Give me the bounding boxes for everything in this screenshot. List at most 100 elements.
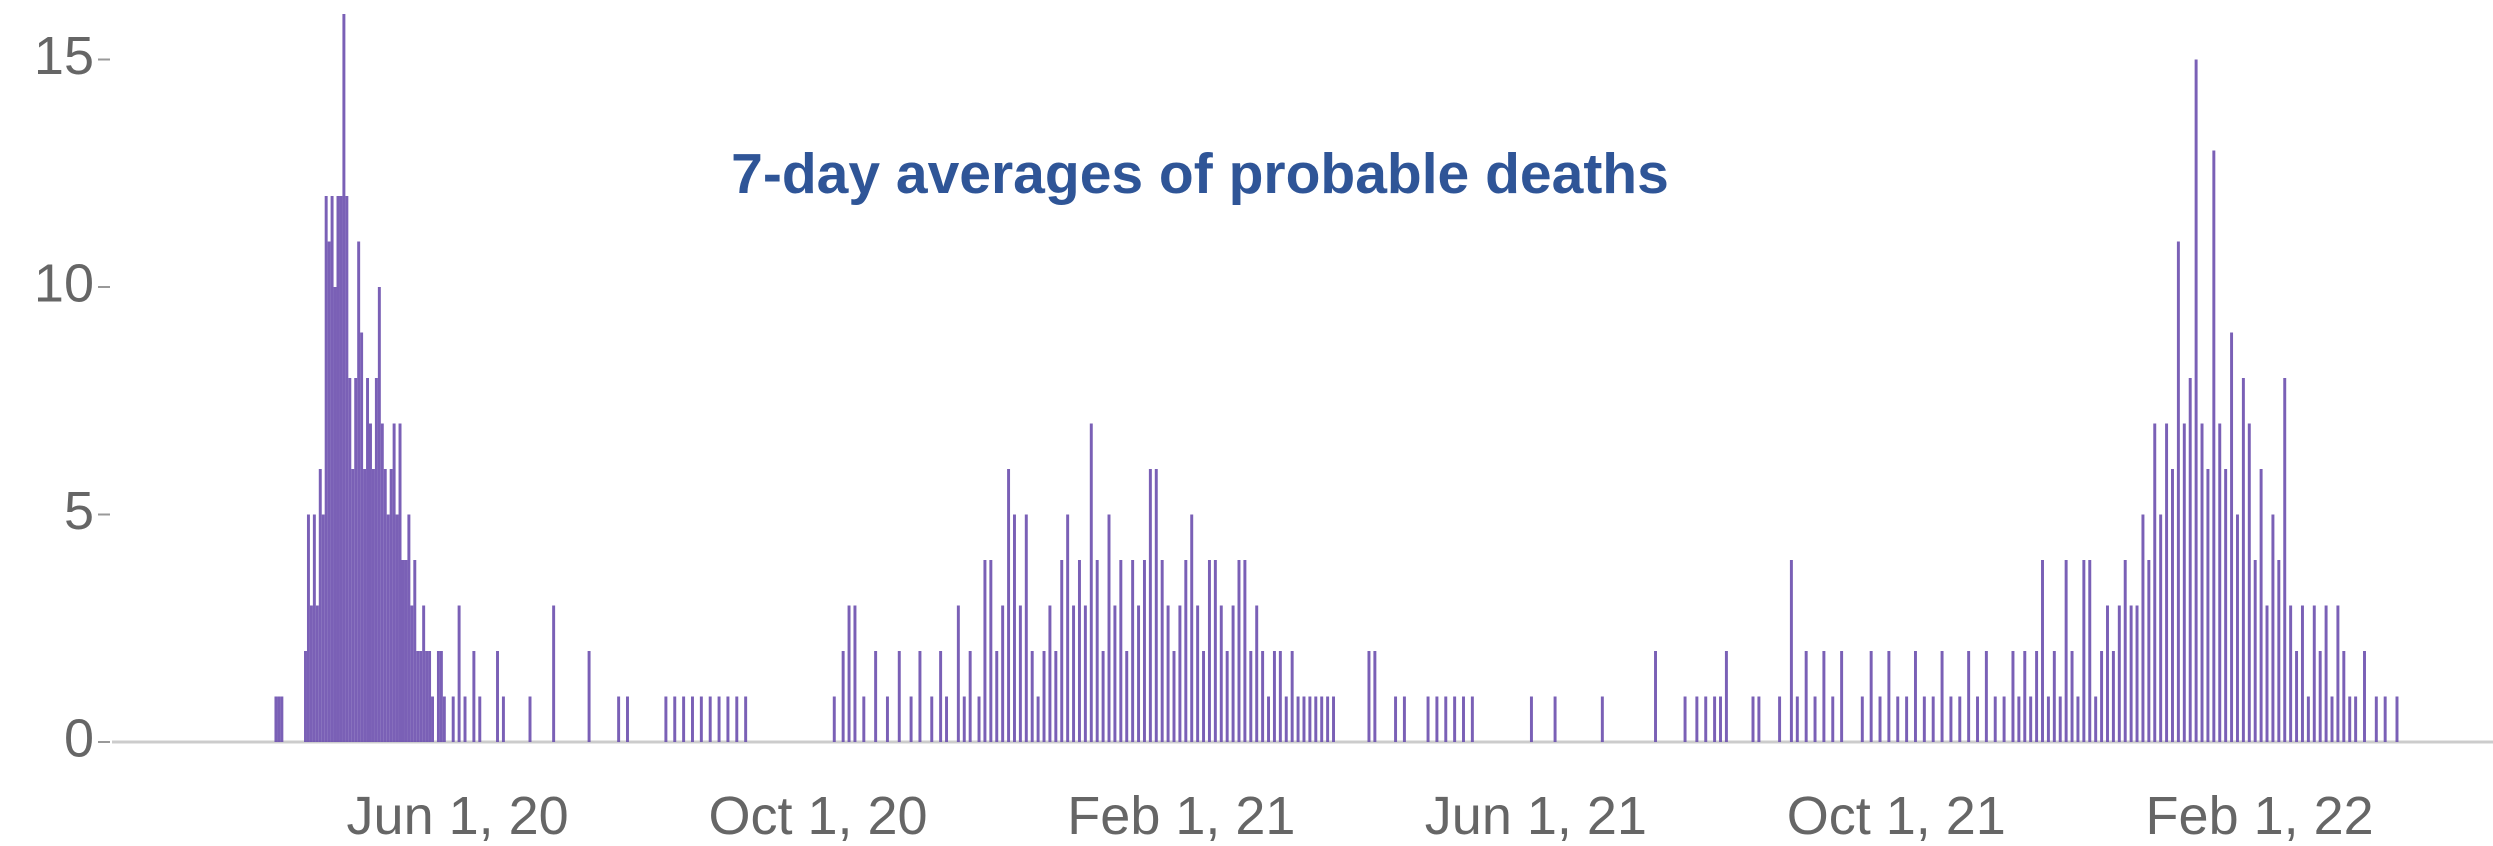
bar	[451, 696, 455, 742]
bar	[2159, 514, 2163, 742]
bar	[351, 469, 355, 742]
bar	[2176, 241, 2180, 742]
bar	[2265, 605, 2269, 742]
x-tick-label: Feb 1, 21	[1067, 786, 1295, 846]
bar	[2123, 560, 2127, 742]
bar	[708, 696, 712, 742]
bar	[1426, 696, 1430, 742]
bar	[1207, 560, 1211, 742]
bar	[853, 605, 857, 742]
bar	[1095, 560, 1099, 742]
bar	[2141, 514, 2145, 742]
bar	[939, 651, 943, 742]
bar	[1695, 696, 1699, 742]
bar	[2374, 696, 2378, 742]
bar	[318, 469, 322, 742]
bar	[1243, 560, 1247, 742]
bar	[309, 605, 313, 742]
bar	[2395, 696, 2399, 742]
bar	[2070, 651, 2074, 742]
bar	[386, 514, 390, 742]
bar	[2277, 560, 2281, 742]
bar	[2088, 560, 2092, 742]
bar	[682, 696, 686, 742]
bar	[1113, 605, 1117, 742]
bar	[1302, 696, 1306, 742]
bar	[2082, 560, 2086, 742]
bar	[664, 696, 668, 742]
bar	[472, 651, 476, 742]
bar	[691, 696, 694, 742]
bar	[336, 196, 340, 742]
bar	[339, 196, 343, 742]
bar	[2342, 651, 2346, 742]
bar	[2312, 605, 2316, 742]
bar	[832, 696, 836, 742]
bar	[2218, 423, 2222, 742]
bar	[2153, 423, 2157, 742]
bar	[617, 696, 621, 742]
bar	[897, 651, 901, 742]
bar	[2182, 423, 2186, 742]
bar	[1704, 696, 1708, 742]
bar	[1984, 651, 1988, 742]
bar	[463, 696, 467, 742]
bar	[1042, 651, 1046, 742]
bar	[1949, 696, 1953, 742]
bar	[383, 469, 387, 742]
bar	[552, 605, 556, 742]
bar	[587, 651, 591, 742]
bar	[2235, 514, 2239, 742]
bar	[2212, 150, 2216, 742]
bar	[1237, 560, 1241, 742]
bar	[1178, 605, 1182, 742]
x-tick-label: Jun 1, 21	[1425, 786, 1647, 846]
bar	[862, 696, 866, 742]
bar	[1119, 560, 1123, 742]
x-tick-label: Jun 1, 20	[347, 786, 569, 846]
bar	[436, 651, 440, 742]
bar	[1077, 560, 1081, 742]
bar	[1751, 696, 1755, 742]
bar	[1184, 560, 1188, 742]
bar	[439, 651, 443, 742]
bar	[2106, 605, 2109, 742]
bar	[874, 651, 878, 742]
bar	[1683, 696, 1687, 742]
bar	[2200, 423, 2204, 742]
bar	[2129, 605, 2133, 742]
bar	[528, 696, 532, 742]
bar	[1137, 605, 1141, 742]
bar	[327, 241, 331, 742]
y-tick-label: 15	[34, 26, 94, 86]
bar	[419, 651, 423, 742]
bar	[744, 696, 748, 742]
bar	[2052, 651, 2056, 742]
bar	[1072, 605, 1076, 742]
bar	[1896, 696, 1900, 742]
bar	[1048, 605, 1052, 742]
y-tick-label: 5	[64, 481, 94, 541]
bar	[1267, 696, 1271, 742]
bar	[354, 378, 358, 742]
bar	[1213, 560, 1217, 742]
bar	[1142, 560, 1146, 742]
bar	[841, 651, 845, 742]
bar	[726, 696, 730, 742]
bar	[277, 696, 281, 742]
bar	[1967, 651, 1971, 742]
bar	[280, 696, 284, 742]
bar	[1795, 696, 1799, 742]
bar	[1154, 469, 1158, 742]
bar	[1887, 651, 1891, 742]
bar	[1012, 514, 1016, 742]
bar	[1314, 696, 1318, 742]
bar	[1166, 605, 1170, 742]
bar	[1030, 651, 1034, 742]
bar	[1860, 696, 1864, 742]
bar	[2147, 560, 2151, 742]
bar	[413, 560, 417, 742]
bar	[918, 651, 922, 742]
bar	[1231, 605, 1235, 742]
bar	[389, 469, 393, 742]
